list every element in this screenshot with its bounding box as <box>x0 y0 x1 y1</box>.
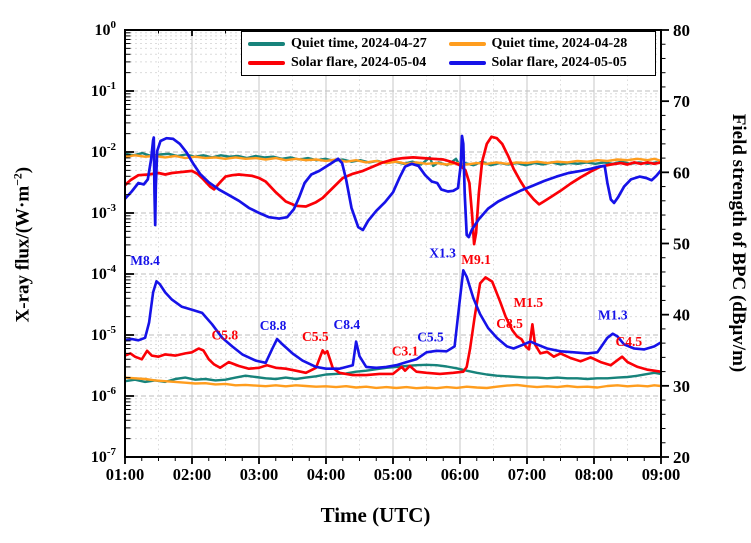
svg-text:30: 30 <box>673 377 690 396</box>
svg-text:40: 40 <box>673 306 690 325</box>
svg-text:C8.8: C8.8 <box>260 318 287 333</box>
svg-text:10-4: 10-4 <box>91 263 117 283</box>
svg-text:M9.1: M9.1 <box>461 252 491 267</box>
svg-text:10-6: 10-6 <box>91 385 117 405</box>
svg-text:60: 60 <box>673 163 690 182</box>
legend-line-swatch <box>448 61 486 65</box>
legend-item-flare-2024-05-05: Solar flare, 2024-05-05 <box>448 55 650 71</box>
legend-item-label: Quiet time, 2024-04-28 <box>491 36 628 51</box>
svg-text:01:00: 01:00 <box>106 465 145 484</box>
svg-text:07:00: 07:00 <box>508 465 547 484</box>
legend-line-swatch <box>248 61 285 65</box>
chart-legend: Quiet time, 2024-04-27 Quiet time, 2024-… <box>241 31 656 76</box>
svg-text:C4.5: C4.5 <box>615 334 642 349</box>
svg-text:09:00: 09:00 <box>642 465 681 484</box>
svg-text:C5.5: C5.5 <box>302 329 329 344</box>
left-y-axis-title: X-ray flux/(W·m−2) <box>11 166 34 323</box>
legend-item-quiet-2024-04-28: Quiet time, 2024-04-28 <box>448 36 650 52</box>
svg-text:70: 70 <box>673 92 690 111</box>
right-y-axis-title: Field strength of BPC (dBμv/m) <box>728 113 749 373</box>
svg-text:02:00: 02:00 <box>173 465 212 484</box>
x-axis-title: Time (UTC) <box>320 503 431 527</box>
svg-text:50: 50 <box>673 235 690 254</box>
svg-text:10-3: 10-3 <box>91 202 117 222</box>
legend-item-flare-2024-05-04: Solar flare, 2024-05-04 <box>248 55 449 71</box>
legend-line-swatch <box>448 42 486 46</box>
legend-item-label: Solar flare, 2024-05-04 <box>291 55 427 70</box>
legend-item-label: Solar flare, 2024-05-05 <box>491 55 627 70</box>
legend-line-swatch <box>248 42 285 46</box>
svg-text:C8.5: C8.5 <box>496 316 523 331</box>
svg-text:100: 100 <box>95 19 117 39</box>
legend-item-quiet-2024-04-27: Quiet time, 2024-04-27 <box>248 36 449 52</box>
svg-text:20: 20 <box>673 448 690 467</box>
svg-text:M8.4: M8.4 <box>130 253 160 268</box>
svg-text:06:00: 06:00 <box>441 465 480 484</box>
svg-text:10-5: 10-5 <box>91 324 117 344</box>
svg-text:10-7: 10-7 <box>91 446 117 466</box>
svg-text:05:00: 05:00 <box>374 465 413 484</box>
svg-text:M1.5: M1.5 <box>513 295 543 310</box>
svg-text:C3.1: C3.1 <box>392 344 419 359</box>
svg-text:C5.5: C5.5 <box>417 330 444 345</box>
svg-text:C8.4: C8.4 <box>333 317 360 332</box>
svg-text:C5.8: C5.8 <box>211 327 238 342</box>
legend-item-label: Quiet time, 2024-04-27 <box>291 36 427 51</box>
svg-text:80: 80 <box>673 21 690 40</box>
svg-text:X1.3: X1.3 <box>429 246 456 261</box>
svg-text:04:00: 04:00 <box>307 465 346 484</box>
svg-text:10-1: 10-1 <box>91 80 116 100</box>
svg-text:M1.3: M1.3 <box>598 307 628 322</box>
svg-text:03:00: 03:00 <box>240 465 279 484</box>
svg-text:08:00: 08:00 <box>575 465 614 484</box>
svg-text:10-2: 10-2 <box>91 141 117 161</box>
